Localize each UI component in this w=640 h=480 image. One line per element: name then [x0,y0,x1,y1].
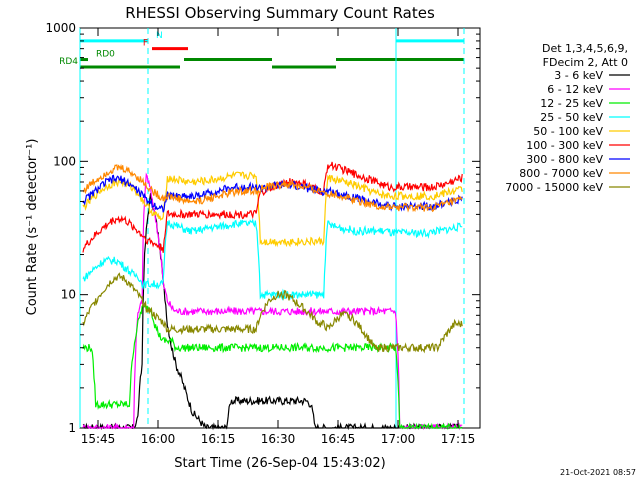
legend-entry-label: 300 - 800 keV [526,153,603,166]
series-line-2 [82,303,463,431]
series-line-8 [82,272,463,354]
legend-entry-label: 6 - 12 keV [547,83,603,96]
series-layer [82,161,463,431]
y-tick-label: 1 [68,421,76,435]
legend-entry-label: 800 - 7000 keV [519,167,603,180]
legend-entry-label: 100 - 300 keV [526,139,603,152]
legend-entry-label: 25 - 50 keV [540,111,603,124]
plot-frame [79,27,481,429]
legend-header: FDecim 2, Att 0 [543,56,628,69]
series-line-5 [82,161,463,253]
flag-label-rd4: RD4 [59,57,78,67]
flag-label-rd0: RD0 [96,50,115,60]
x-tick-label: 16:00 [141,432,176,446]
y-axis-label: Count Rate (s⁻¹ detector⁻¹) [25,139,40,316]
series-line-7 [82,163,463,213]
legend-entry-label: 7000 - 15000 keV [505,181,603,194]
x-tick-label: 17:00 [381,432,416,446]
instrument-flags: NF RD0 RD4 [59,28,465,428]
x-tick-label: 15:45 [81,432,116,446]
x-tick-label: 16:30 [261,432,296,446]
flag-label-n: N [156,31,163,41]
plot-border [79,27,481,429]
axes: 1 10 100 1000 15:45 16:00 16:15 16:30 16:45 17:00… [45,21,480,446]
legend-header: Det 1,3,4,5,6,9, [542,42,628,55]
legend-entry-label: 3 - 6 keV [554,69,603,82]
x-tick-label: 17:15 [441,432,476,446]
legend-entry-label: 50 - 100 keV [533,125,603,138]
series-line-1 [82,172,463,431]
x-tick-label: 16:15 [201,432,236,446]
flag-label-f: F [143,39,148,49]
timestamp: 21-Oct-2021 08:57 [560,468,636,477]
series-line-0 [82,193,463,431]
y-tick-label: 10 [61,288,76,302]
y-tick-label: 100 [53,154,76,168]
legend-entry-label: 12 - 25 keV [540,97,603,110]
y-tick-label: 1000 [45,21,76,35]
series-line-4 [82,170,463,248]
chart-title: RHESSI Observing Summary Count Rates [125,4,435,22]
series-line-3 [82,218,463,301]
legend: Det 1,3,4,5,6,9,FDecim 2, Att 03 - 6 keV… [505,42,630,194]
x-tick-label: 16:45 [321,432,356,446]
x-axis-label: Start Time (26-Sep-04 15:43:02) [174,456,385,471]
